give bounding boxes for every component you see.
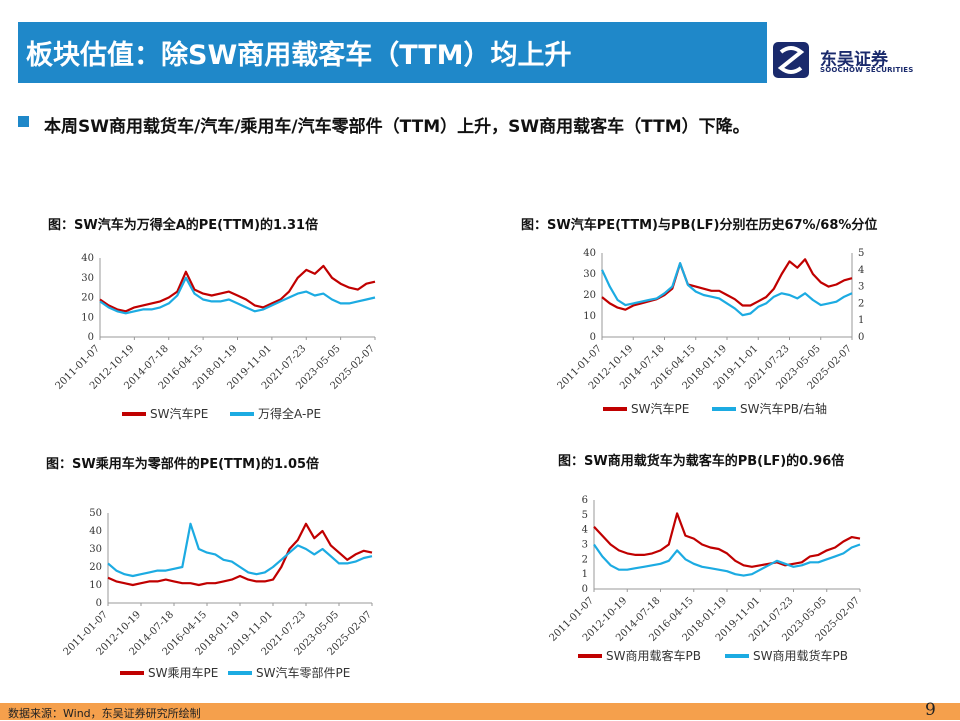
y2-tick-label: 3 bbox=[858, 282, 864, 293]
legend-label: SW汽车PB/右轴 bbox=[740, 401, 827, 416]
y2-tick-label: 2 bbox=[858, 298, 864, 309]
soochow-logo-icon bbox=[773, 42, 809, 78]
y-tick-label: 40 bbox=[89, 526, 102, 537]
y-tick-label: 6 bbox=[582, 495, 588, 506]
series-line-1 bbox=[107, 522, 373, 587]
y-tick-label: 50 bbox=[89, 508, 102, 519]
logo-name: 东吴证券 bbox=[820, 50, 888, 70]
y-tick-label: 10 bbox=[89, 580, 102, 591]
chart-3-title: 图：SW乘用车为零部件的PE(TTM)的1.05倍 bbox=[46, 457, 320, 472]
y-tick-label: 10 bbox=[81, 312, 94, 323]
series-line-2 bbox=[601, 262, 853, 317]
y-tick-label: 0 bbox=[88, 332, 94, 343]
y-tick-label: 0 bbox=[590, 332, 596, 343]
y-tick-label: 5 bbox=[582, 510, 588, 521]
y-tick-label: 0 bbox=[96, 598, 102, 609]
y-tick-label: 30 bbox=[89, 544, 102, 555]
legend-label: SW汽车PE bbox=[631, 401, 689, 416]
y-tick-label: 30 bbox=[583, 269, 596, 280]
y-tick-label: 20 bbox=[583, 290, 596, 301]
y2-tick-label: 0 bbox=[858, 332, 864, 343]
header-bar bbox=[18, 22, 767, 83]
y-tick-label: 30 bbox=[81, 273, 94, 284]
chart-1: 0102030402011-01-072012-10-192014-07-182… bbox=[54, 253, 378, 421]
legend-label: SW商用载货车PB bbox=[753, 648, 848, 663]
legend-label: SW商用载客车PB bbox=[606, 648, 701, 663]
page-title: 板块估值：除SW商用载客车（TTM）均上升 bbox=[26, 40, 572, 71]
series-line-1 bbox=[593, 512, 861, 568]
legend-label: SW乘用车PE bbox=[148, 665, 218, 680]
y-tick-label: 10 bbox=[583, 311, 596, 322]
y-tick-label: 4 bbox=[582, 525, 588, 536]
y-tick-label: 20 bbox=[81, 293, 94, 304]
y2-tick-label: 5 bbox=[858, 248, 864, 259]
y-tick-label: 2 bbox=[582, 554, 588, 565]
bullet-square-icon bbox=[18, 116, 29, 127]
y-tick-label: 3 bbox=[582, 540, 588, 551]
legend-label: 万得全A-PE bbox=[258, 406, 321, 421]
y-tick-label: 40 bbox=[81, 253, 94, 264]
page-number: 9 bbox=[925, 700, 936, 720]
legend-label: SW汽车PE bbox=[150, 406, 208, 421]
chart-1-title: 图：SW汽车为万得全A的PE(TTM)的1.31倍 bbox=[48, 218, 319, 233]
y-tick-label: 1 bbox=[582, 569, 588, 580]
chart-2: 0102030400123452011-01-072012-10-192014-… bbox=[556, 248, 865, 416]
series-line-2 bbox=[99, 276, 376, 315]
y2-tick-label: 1 bbox=[858, 315, 864, 326]
logo-subtitle: SOOCHOW SECURITIES bbox=[820, 66, 914, 74]
series-line-1 bbox=[601, 258, 853, 311]
y-tick-label: 40 bbox=[583, 248, 596, 259]
chart-3: 010203040502011-01-072012-10-192014-07-1… bbox=[62, 508, 375, 680]
series-line-2 bbox=[107, 522, 373, 578]
legend-label: SW汽车零部件PE bbox=[256, 665, 350, 680]
chart-2-title: 图：SW汽车PE(TTM)与PB(LF)分别在历史67%/68%分位 bbox=[521, 218, 878, 233]
series-line-2 bbox=[593, 543, 861, 577]
footer-bar bbox=[0, 703, 960, 720]
y-tick-label: 20 bbox=[89, 562, 102, 573]
summary-text: 本周SW商用载货车/汽车/乘用车/汽车零部件（TTM）上升，SW商用载客车（TT… bbox=[44, 117, 750, 137]
y-tick-label: 0 bbox=[582, 584, 588, 595]
data-source: 数据来源：Wind，东吴证券研究所绘制 bbox=[8, 707, 201, 720]
y2-tick-label: 4 bbox=[858, 265, 864, 276]
series-line-1 bbox=[99, 264, 376, 313]
chart-4-title: 图：SW商用载货车为载客车的PB(LF)的0.96倍 bbox=[558, 454, 845, 469]
chart-4: 01234562011-01-072012-10-192014-07-18201… bbox=[548, 495, 863, 663]
